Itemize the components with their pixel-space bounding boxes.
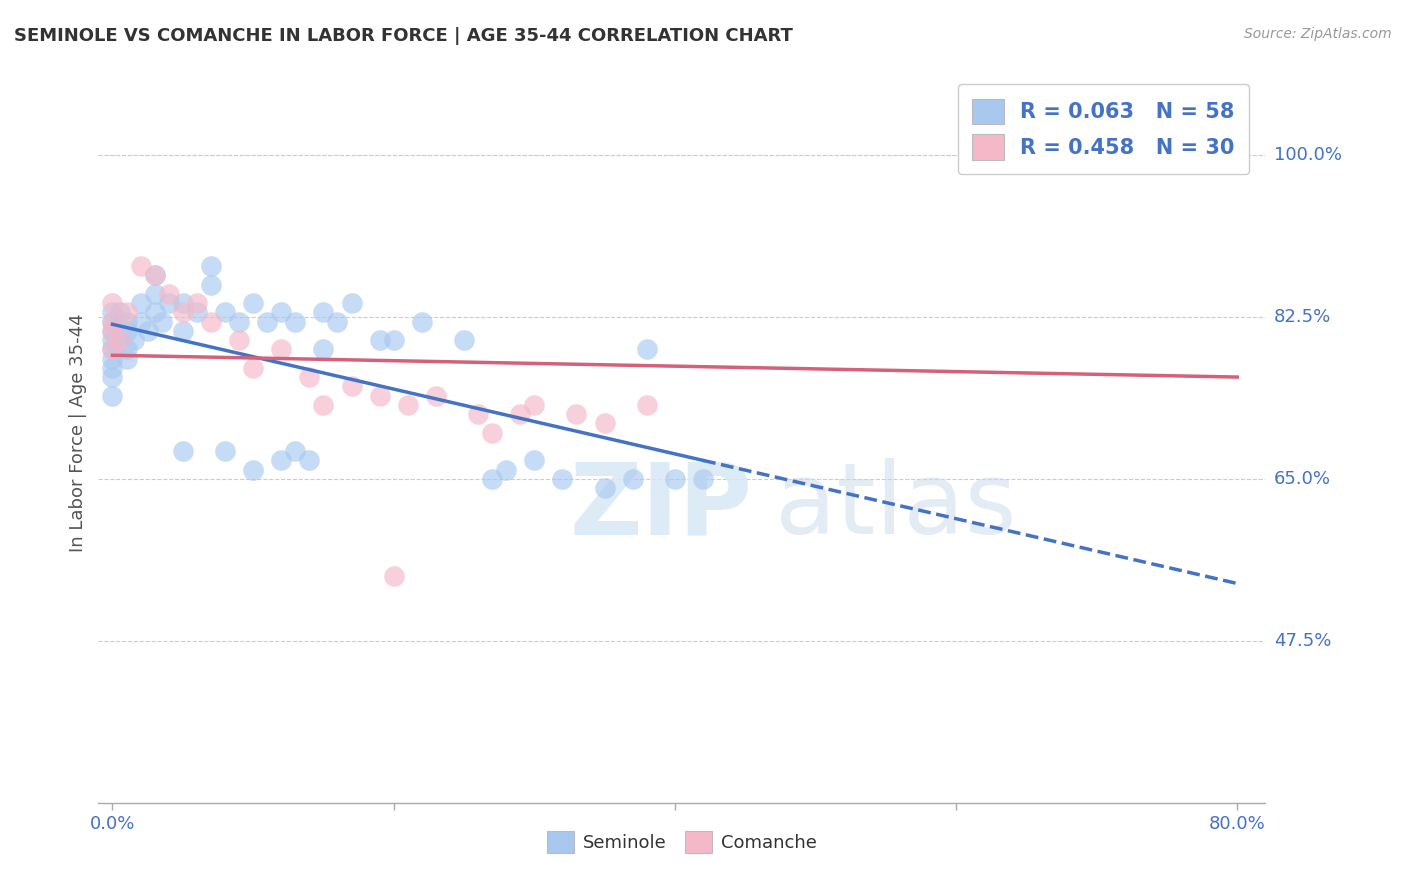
Legend: Seminole, Comanche: Seminole, Comanche	[540, 824, 824, 861]
Point	[101, 343, 124, 357]
Point	[101, 389, 124, 403]
Point	[298, 370, 321, 384]
Point	[270, 305, 292, 319]
Text: atlas: atlas	[775, 458, 1017, 555]
Point	[143, 305, 166, 319]
Point	[270, 453, 292, 467]
Point	[523, 398, 546, 412]
Point	[312, 343, 335, 357]
Point	[242, 462, 264, 476]
Point	[621, 472, 644, 486]
Point	[101, 314, 124, 328]
Point	[340, 379, 363, 393]
Point	[101, 305, 124, 319]
Text: SEMINOLE VS COMANCHE IN LABOR FORCE | AGE 35-44 CORRELATION CHART: SEMINOLE VS COMANCHE IN LABOR FORCE | AG…	[14, 27, 793, 45]
Point	[453, 333, 475, 347]
Point	[509, 407, 531, 421]
Point	[326, 314, 349, 328]
Point	[101, 333, 124, 347]
Point	[101, 360, 124, 375]
Point	[368, 333, 391, 347]
Point	[565, 407, 588, 421]
Text: ZIP: ZIP	[569, 458, 752, 555]
Text: 82.5%: 82.5%	[1274, 308, 1331, 326]
Point	[214, 305, 236, 319]
Point	[1212, 148, 1234, 162]
Point	[368, 389, 391, 403]
Point	[108, 333, 131, 347]
Point	[636, 343, 658, 357]
Point	[214, 444, 236, 458]
Point	[523, 453, 546, 467]
Point	[312, 398, 335, 412]
Point	[270, 343, 292, 357]
Point	[101, 296, 124, 310]
Point	[593, 481, 616, 495]
Point	[115, 305, 138, 319]
Point	[136, 324, 159, 338]
Point	[298, 453, 321, 467]
Point	[101, 324, 124, 338]
Point	[200, 277, 222, 292]
Point	[129, 259, 152, 273]
Point	[340, 296, 363, 310]
Point	[115, 314, 138, 328]
Point	[122, 333, 145, 347]
Point	[242, 360, 264, 375]
Point	[481, 472, 503, 486]
Point	[256, 314, 278, 328]
Point	[129, 314, 152, 328]
Point	[467, 407, 489, 421]
Point	[108, 305, 131, 319]
Y-axis label: In Labor Force | Age 35-44: In Labor Force | Age 35-44	[69, 313, 87, 552]
Point	[108, 333, 131, 347]
Point	[396, 398, 419, 412]
Point	[101, 343, 124, 357]
Point	[101, 351, 124, 366]
Point	[692, 472, 714, 486]
Point	[172, 324, 194, 338]
Point	[228, 333, 250, 347]
Text: 100.0%: 100.0%	[1274, 146, 1341, 164]
Point	[143, 268, 166, 283]
Point	[115, 351, 138, 366]
Point	[150, 314, 173, 328]
Point	[101, 314, 124, 328]
Point	[593, 417, 616, 431]
Text: 65.0%: 65.0%	[1274, 470, 1330, 488]
Point	[172, 305, 194, 319]
Point	[143, 268, 166, 283]
Point	[200, 259, 222, 273]
Point	[411, 314, 433, 328]
Point	[495, 462, 517, 476]
Point	[284, 444, 307, 458]
Point	[143, 286, 166, 301]
Point	[200, 314, 222, 328]
Point	[284, 314, 307, 328]
Point	[172, 444, 194, 458]
Point	[101, 370, 124, 384]
Point	[186, 296, 208, 310]
Point	[664, 472, 686, 486]
Text: 47.5%: 47.5%	[1274, 632, 1331, 650]
Point	[157, 286, 180, 301]
Point	[101, 324, 124, 338]
Point	[157, 296, 180, 310]
Point	[636, 398, 658, 412]
Point	[382, 569, 405, 583]
Point	[129, 296, 152, 310]
Point	[312, 305, 335, 319]
Point	[551, 472, 574, 486]
Point	[228, 314, 250, 328]
Point	[172, 296, 194, 310]
Point	[242, 296, 264, 310]
Point	[115, 324, 138, 338]
Point	[481, 425, 503, 440]
Point	[115, 343, 138, 357]
Text: Source: ZipAtlas.com: Source: ZipAtlas.com	[1244, 27, 1392, 41]
Point	[382, 333, 405, 347]
Point	[186, 305, 208, 319]
Point	[425, 389, 447, 403]
